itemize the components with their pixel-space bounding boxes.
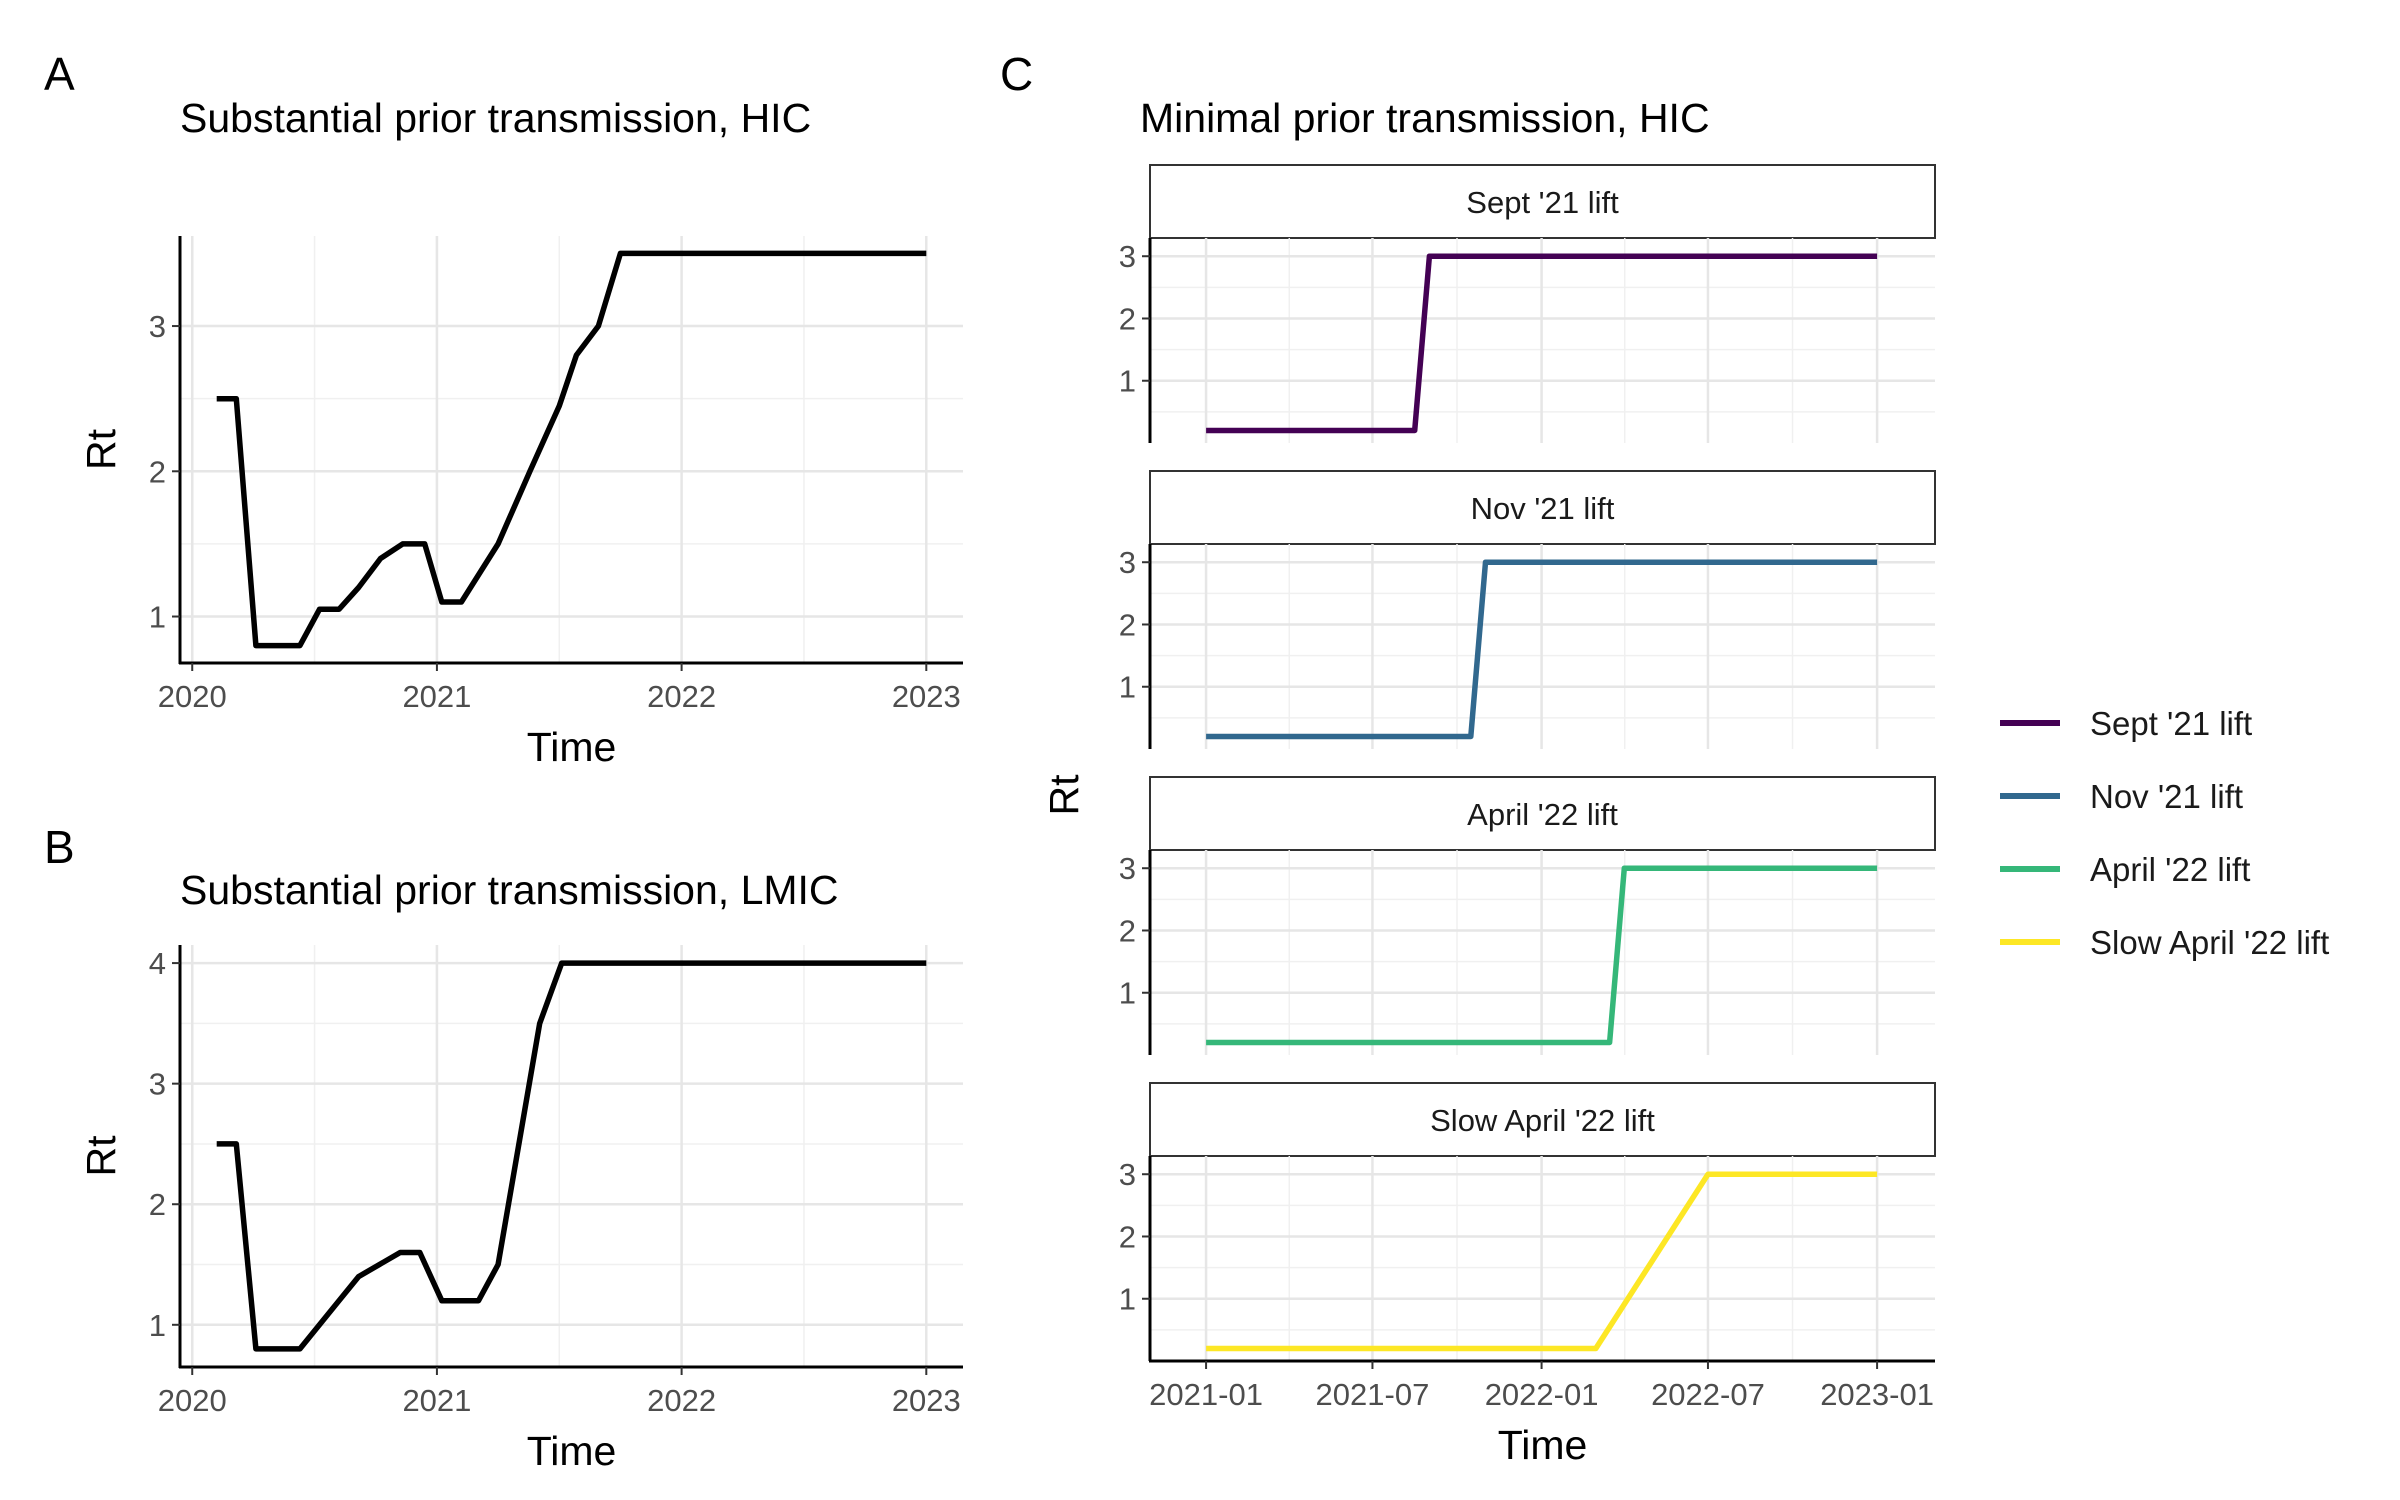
y-tick-label: 3 [1119,851,1136,886]
panel-letter-b: B [44,821,75,873]
x-axis-title: Time [527,724,617,770]
facet-strip-label: Slow April '22 lift [1430,1103,1655,1138]
y-tick-label: 1 [149,600,166,635]
x-axis-title: Time [1498,1422,1588,1468]
x-tick-label: 2023 [892,1383,961,1418]
panel-letter-c: C [1000,48,1033,100]
x-tick-label: 2021-01 [1149,1377,1263,1412]
y-tick-label: 1 [149,1308,166,1343]
y-tick-label: 2 [1119,607,1136,642]
x-tick-label: 2020 [158,1383,227,1418]
x-tick-label: 2021 [402,679,471,714]
y-tick-label: 2 [1119,1219,1136,1254]
x-axis-title: Time [527,1428,617,1474]
legend-item: April '22 lift [2000,851,2250,888]
rt-series-line [1206,559,1878,740]
legend-item: Sept '21 lift [2000,705,2252,742]
y-tick-label: 2 [149,1187,166,1222]
facet-strip [1149,776,1936,851]
y-tick-label: 1 [1119,364,1136,399]
legend-item: Slow April '22 lift [2000,924,2329,961]
x-tick-label: 2022 [647,1383,716,1418]
x-tick-label: 2022 [647,679,716,714]
x-tick-label: 2023-01 [1820,1377,1934,1412]
facet-nov-21-lift: Nov '21 lift 1 2 3 [1119,470,1936,749]
facet-april-22-lift: April '22 lift 1 2 3 [1119,776,1936,1055]
y-tick-label: 3 [1119,545,1136,580]
rt-series-line [216,250,927,649]
facet-strip-label: Nov '21 lift [1471,491,1615,526]
y-axis-title: Rt [78,428,124,470]
y-tick-label: 3 [149,1067,166,1102]
rt-series-line [1206,1171,1878,1352]
x-tick-label: 2021 [402,1383,471,1418]
rt-series-line [216,960,927,1352]
panel-letter-a: A [44,48,75,100]
facet-strip [1149,1082,1936,1157]
facet-sept-21-lift: Sept '21 lift 1 2 3 [1119,164,1936,443]
x-tick-label: 2022-01 [1485,1377,1599,1412]
x-tick-label: 2021-07 [1316,1377,1430,1412]
y-tick-label: 4 [149,946,166,981]
legend: Sept '21 lift Nov '21 lift April '22 lift S… [2000,705,2329,961]
y-axis-title: Rt [1041,774,1087,816]
facet-strip [1149,164,1936,239]
rt-series-line [1206,865,1878,1046]
x-tick-label: 2022-07 [1651,1377,1765,1412]
panel-c-title: Minimal prior transmission, HIC [1140,95,1710,141]
y-tick-label: 1 [1119,1282,1136,1317]
facet-strip [1149,470,1936,545]
panel-b-plot: 2020 2021 2022 2023 1 2 3 4 Time Rt [78,945,963,1474]
y-tick-label: 1 [1119,976,1136,1011]
legend-item: Nov '21 lift [2000,778,2243,815]
x-tick-label: 2023 [892,679,961,714]
y-tick-label: 3 [1119,1157,1136,1192]
legend-label: Nov '21 lift [2090,778,2243,815]
y-tick-label: 2 [1119,301,1136,336]
y-axis-title: Rt [78,1135,124,1177]
y-tick-label: 1 [1119,670,1136,705]
facet-strip-label: April '22 lift [1467,797,1618,832]
facet-strip-label: Sept '21 lift [1466,185,1619,220]
x-tick-label: 2020 [158,679,227,714]
y-tick-label: 3 [149,309,166,344]
y-tick-label: 3 [1119,239,1136,274]
legend-label: Sept '21 lift [2090,705,2252,742]
legend-label: April '22 lift [2090,851,2250,888]
rt-series-line [1206,253,1878,434]
panel-a-title: Substantial prior transmission, HIC [180,95,811,141]
panel-a-plot: 2020 2021 2022 2023 1 2 3 Time Rt [78,236,963,770]
y-tick-label: 2 [149,454,166,489]
panel-b-title: Substantial prior transmission, LMIC [180,867,839,913]
y-tick-label: 2 [1119,913,1136,948]
facet-slow-april-22-lift: Slow April '22 lift 1 2 3 2021-01 2021-07 2022… [1119,1082,1936,1468]
legend-label: Slow April '22 lift [2090,924,2329,961]
